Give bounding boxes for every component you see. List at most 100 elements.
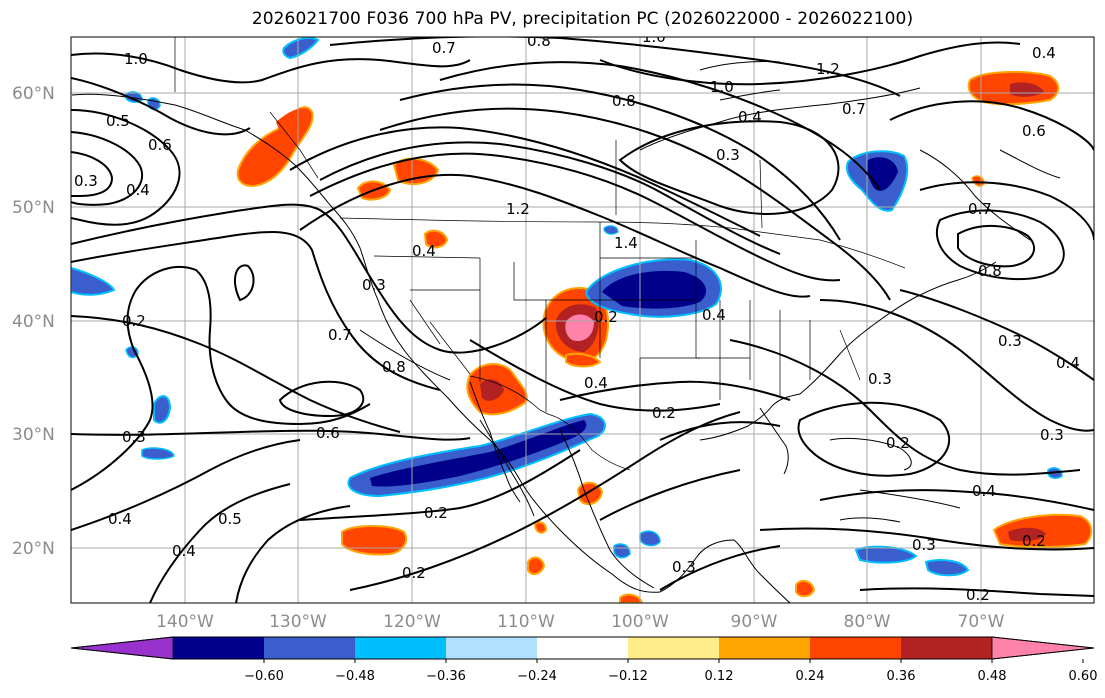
lat-label-30: 30°N [12, 425, 55, 445]
colorbar-tick-label: 0.24 [796, 669, 825, 684]
contour-label: 0.7 [328, 326, 352, 344]
pv-contour [233, 264, 255, 302]
pv-contour [379, 107, 891, 301]
lat-label-40: 40°N [12, 312, 55, 332]
contour-label: 0.8 [382, 358, 406, 376]
contour-label: 1.0 [642, 28, 666, 46]
colorbar-tick-label: 0.36 [887, 669, 916, 684]
pv-contour [399, 83, 841, 241]
pv-contour [659, 421, 781, 441]
latitude-labels: 60°N 50°N 40°N 30°N 20°N [12, 84, 55, 559]
pv-contour [299, 173, 811, 298]
contour-label: 0.3 [74, 172, 98, 190]
pv-contour [935, 209, 1065, 281]
pv-contour [71, 131, 143, 206]
contour-label: 0.4 [584, 374, 608, 392]
pv-contour [71, 77, 251, 136]
contour-label: 0.2 [594, 308, 618, 326]
pv-contour [599, 41, 1021, 86]
pv-contour [71, 109, 181, 226]
contour-label: 0.4 [1032, 44, 1056, 62]
pv-contour [71, 151, 114, 197]
map-frame [70, 36, 1095, 604]
pv-contour [957, 224, 1036, 268]
colorbar-bin [355, 637, 446, 659]
contour-label: 0.3 [998, 332, 1022, 350]
pv-contour [599, 469, 741, 521]
contour-label: 0.4 [172, 542, 196, 560]
contour-label: 0.7 [432, 39, 456, 57]
lon-label-140: 140°W [156, 612, 214, 632]
pv-contour [71, 429, 471, 441]
pv-contour [469, 339, 721, 412]
pv-contour [71, 231, 441, 391]
colorbar-extend-low [70, 636, 174, 660]
colorbar-bin [901, 637, 992, 659]
colorbar-bin [264, 637, 355, 659]
lon-label-120: 120°W [383, 612, 441, 632]
lon-label-80: 80°W [844, 612, 891, 632]
contour-label: 0.4 [972, 482, 996, 500]
lat-label-20: 20°N [12, 539, 55, 559]
lon-label-70: 70°W [958, 612, 1005, 632]
pv-contour [71, 52, 471, 84]
contour-label: 0.7 [968, 200, 992, 218]
colorbar-bin [537, 637, 628, 659]
pv-contour [819, 299, 1094, 432]
pv-contour [71, 203, 547, 354]
contour-label: 0.3 [122, 428, 146, 446]
contour-label: 0.3 [672, 558, 696, 576]
contour-label: 0.5 [106, 112, 130, 130]
lat-label-60: 60°N [12, 84, 55, 104]
contour-label-layer: 1.0 0.7 0.8 1.0 0.4 1.2 1.0 0.8 0.4 0.7 … [74, 28, 1080, 604]
contour-label: 1.2 [506, 200, 530, 218]
contour-label: 0.3 [362, 276, 386, 294]
contour-label: 0.2 [1022, 532, 1046, 550]
contour-label: 0.3 [912, 536, 936, 554]
pv-contour [659, 545, 781, 591]
pv-contour [225, 399, 371, 426]
contour-label: 0.8 [978, 262, 1002, 280]
contour-label: 0.8 [612, 92, 636, 110]
colorbar-tick-label: −0.24 [517, 669, 557, 684]
pv-contour [889, 100, 1094, 151]
contour-label: 0.4 [126, 181, 150, 199]
lon-label-90: 90°W [731, 612, 778, 632]
colorbar-tick-label: 0.48 [978, 669, 1007, 684]
colorbar-bin [628, 637, 719, 659]
pv-contour [149, 483, 291, 603]
contour-label: 1.2 [816, 60, 840, 78]
colorbar-tick-label: 0.12 [705, 669, 734, 684]
colorbar-tick-label: −0.36 [426, 669, 466, 684]
colorbar-bin [810, 637, 901, 659]
pv-contour [759, 527, 1094, 551]
pv-contour [235, 505, 351, 603]
pv-contour [71, 439, 301, 531]
pv-contour [289, 126, 761, 237]
map-panel: 1.0 0.7 0.8 1.0 0.4 1.2 1.0 0.8 0.4 0.7 … [71, 28, 1094, 604]
pv-contour [899, 289, 1094, 381]
pv-contour [278, 380, 365, 418]
pv-contour [299, 449, 581, 521]
pv-contour [329, 37, 901, 97]
graticule [71, 37, 1094, 603]
pv-contour [729, 339, 1081, 476]
colorbar-bin [173, 637, 264, 659]
contour-label: 0.7 [842, 100, 866, 118]
pv-contour [859, 587, 1094, 597]
pv-contour [309, 152, 841, 282]
contour-label: 0.4 [1056, 354, 1080, 372]
pv-contour [71, 315, 401, 433]
contour-label: 0.8 [527, 32, 551, 50]
contour-label: 1.4 [614, 234, 638, 252]
pv-contour [618, 120, 840, 215]
colorbar-tick-label: 0.60 [1069, 669, 1098, 684]
contour-label: 0.3 [1040, 426, 1064, 444]
lat-label-50: 50°N [12, 198, 55, 218]
contour-label: 0.2 [966, 586, 990, 604]
colorbar-tick-label: −0.12 [608, 669, 648, 684]
lon-label-110: 110°W [497, 612, 555, 632]
contour-label: 0.4 [702, 306, 726, 324]
colorbar-extend-high [991, 636, 1095, 660]
